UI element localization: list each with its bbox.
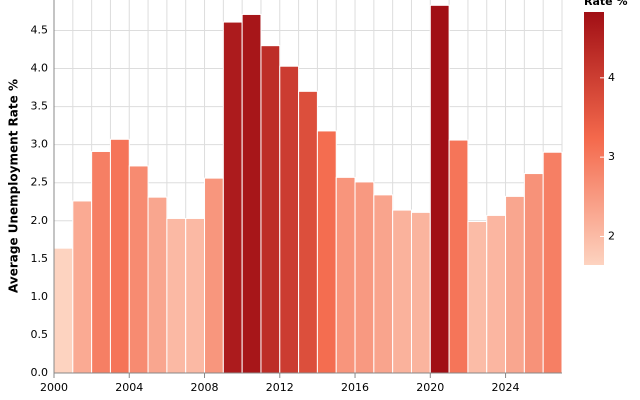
- y-tick-label: 0.0: [31, 366, 49, 379]
- bar: [166, 217, 187, 374]
- legend-tick-label: 3: [608, 150, 615, 163]
- y-tick-label: 1.5: [31, 252, 49, 265]
- x-tick-label: 2008: [191, 381, 219, 394]
- bar: [392, 209, 412, 374]
- bar: [91, 150, 111, 374]
- y-tick-label: 2.5: [31, 176, 49, 189]
- y-tick-label: 4.5: [31, 23, 49, 36]
- bar: [128, 165, 149, 374]
- bar: [354, 181, 375, 374]
- y-tick-label: 0.5: [31, 328, 49, 341]
- bar: [335, 176, 356, 374]
- legend-title: Rate %: [584, 0, 627, 8]
- bar: [147, 196, 168, 374]
- bar: [185, 217, 206, 374]
- bar: [316, 130, 337, 374]
- bar: [204, 177, 224, 374]
- bar: [486, 214, 507, 374]
- legend-gradient: [584, 12, 604, 265]
- bar: [448, 139, 469, 374]
- y-tick-label: 3.5: [31, 100, 49, 113]
- y-tick-label: 1.0: [31, 290, 49, 303]
- bar: [542, 151, 563, 374]
- x-tick-label: 2004: [115, 381, 143, 394]
- bar: [429, 4, 450, 374]
- x-tick-label: 2012: [266, 381, 294, 394]
- y-tick-label: 4.0: [31, 62, 49, 75]
- bar: [410, 211, 431, 374]
- x-tick-label: 2024: [492, 381, 520, 394]
- bar: [72, 200, 93, 374]
- x-tick-label: 2000: [40, 381, 68, 394]
- bar: [505, 195, 525, 374]
- bar: [373, 194, 394, 374]
- legend-tick-label: 4: [608, 71, 615, 84]
- bar: [53, 247, 74, 374]
- y-axis-title: Average Unemployment Rate %: [7, 79, 21, 293]
- bar: [260, 45, 281, 374]
- bar: [241, 13, 262, 374]
- bar: [279, 65, 300, 374]
- bar: [109, 138, 130, 374]
- bar: [523, 173, 544, 374]
- y-tick-label: 2.0: [31, 214, 49, 227]
- bar: [298, 90, 318, 374]
- bar: [467, 221, 488, 374]
- legend-tick-label: 2: [608, 229, 615, 242]
- y-tick-label: 3.0: [31, 138, 49, 151]
- x-tick-label: 2016: [341, 381, 369, 394]
- x-tick-label: 2020: [416, 381, 444, 394]
- bar: [222, 21, 243, 374]
